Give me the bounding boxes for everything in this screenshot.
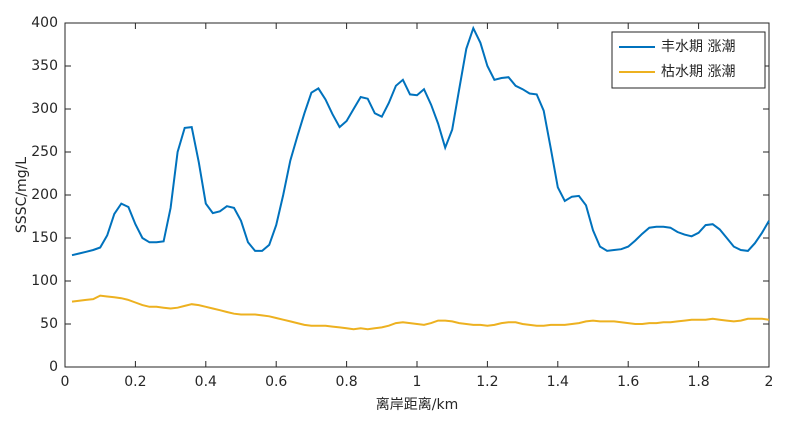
x-tick-label: 1.6 <box>617 374 639 390</box>
series-line <box>71 294 770 331</box>
x-tick-label: 0.8 <box>335 374 357 390</box>
y-tick-label: 200 <box>31 187 58 203</box>
x-axis-label: 离岸距离/km <box>376 396 458 413</box>
x-tick-label: 0.2 <box>124 374 146 390</box>
x-tick-label: 0.4 <box>195 374 217 390</box>
legend-box <box>611 31 766 89</box>
legend-label: 枯水期 涨潮 <box>661 64 735 80</box>
x-tick-label: 0.6 <box>265 374 287 390</box>
x-tick-label: 1.8 <box>687 374 709 390</box>
y-tick-label: 300 <box>31 101 58 117</box>
y-tick-label: 350 <box>31 58 58 74</box>
legend-label: 丰水期 涨潮 <box>661 39 735 55</box>
y-tick-label: 150 <box>31 230 58 246</box>
y-tick-label: 250 <box>31 144 58 160</box>
y-tick-label: 0 <box>49 359 58 375</box>
y-tick-label: 100 <box>31 273 58 289</box>
x-tick-label: 2 <box>765 374 774 390</box>
x-tick-label: 1.4 <box>547 374 569 390</box>
x-tick-label: 1.2 <box>476 374 498 390</box>
y-tick-label: 400 <box>31 15 58 31</box>
y-axis-label: SSSC/mg/L <box>14 157 30 233</box>
series-line <box>71 25 770 257</box>
x-tick-label: 1 <box>413 374 422 390</box>
x-tick-label: 0 <box>61 374 70 390</box>
y-tick-label: 50 <box>40 316 58 332</box>
